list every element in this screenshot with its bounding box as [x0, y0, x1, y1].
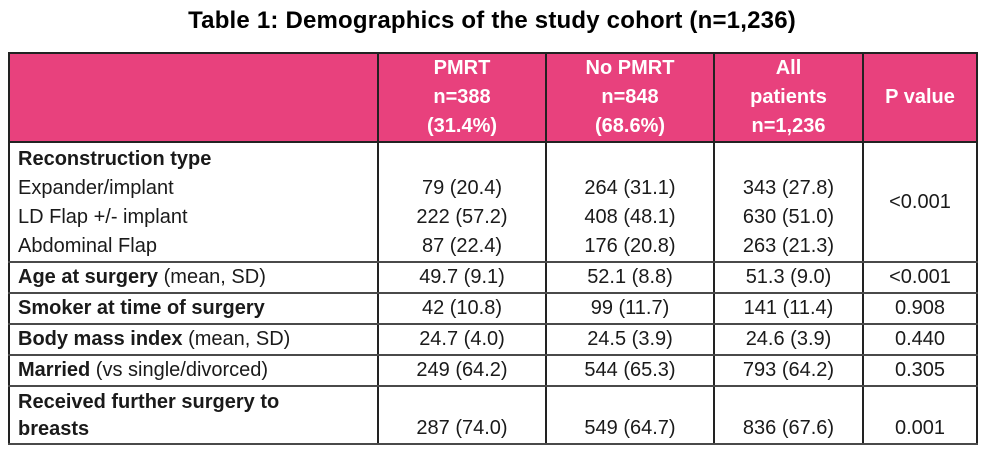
spacer: [380, 145, 544, 174]
cell-label: Received further surgery to breasts: [8, 385, 379, 445]
header-empty-cell: [8, 53, 379, 143]
cell-all-patients: 836 (67.6): [713, 385, 864, 445]
value: 343 (27.8): [742, 177, 835, 199]
sub-label: LD Flap +/- implant: [18, 206, 188, 228]
header-line: PMRT: [433, 57, 491, 79]
cell-no-pmrt: 99 (11.7): [545, 292, 715, 325]
header-col-all-patients: All patients n=1,236: [713, 53, 864, 143]
cell-p-value: 0.001: [862, 385, 978, 445]
cell-label: Smoker at time of surgery: [8, 292, 379, 325]
header-line: No PMRT: [585, 57, 675, 79]
cell-no-pmrt: 52.1 (8.8): [545, 261, 715, 294]
cell-all-patients: 24.6 (3.9): [713, 323, 864, 356]
cell-p-value: <0.001: [862, 261, 978, 294]
sub-label: Expander/implant: [18, 177, 174, 199]
header-row: PMRT n=388 (31.4%) No PMRT n=848 (68.6%)…: [8, 53, 978, 143]
row-received-further-surgery: Received further surgery to breasts 287 …: [8, 385, 978, 445]
cell-recon-p-value: <0.001: [862, 141, 978, 263]
cell-label: Age at surgery (mean, SD): [8, 261, 379, 294]
table-title: Table 1: Demographics of the study cohor…: [188, 7, 796, 34]
cell-recon-labels: Reconstruction type Expander/implant LD …: [8, 141, 379, 263]
row-reconstruction-type: Reconstruction type Expander/implant LD …: [8, 141, 978, 263]
value: 79 (20.4): [421, 177, 503, 199]
header-line: n=388: [433, 86, 491, 108]
header-line: (31.4%): [426, 115, 498, 137]
value: 263 (21.3): [742, 235, 835, 257]
value: 408 (48.1): [584, 206, 676, 228]
header-line: patients: [750, 86, 827, 108]
cell-pmrt: 24.7 (4.0): [377, 323, 547, 356]
sub-label: Abdominal Flap: [18, 235, 157, 257]
demographics-table: PMRT n=388 (31.4%) No PMRT n=848 (68.6%)…: [8, 52, 978, 445]
value: 87 (22.4): [421, 235, 503, 257]
cell-pmrt: 287 (74.0): [377, 385, 547, 445]
row-label: Age at surgery: [18, 266, 159, 288]
row-body-mass-index: Body mass index (mean, SD) 24.7 (4.0) 24…: [8, 323, 978, 356]
row-label-line: breasts: [18, 418, 90, 440]
cell-pmrt: 249 (64.2): [377, 354, 547, 387]
value: 630 (51.0): [742, 206, 835, 228]
row-married: Married (vs single/divorced) 249 (64.2) …: [8, 354, 978, 387]
row-label: Smoker at time of surgery: [18, 297, 265, 319]
header-line: (68.6%): [594, 115, 666, 137]
header-col-pmrt: PMRT n=388 (31.4%): [377, 53, 547, 143]
cell-recon-all-patients: 343 (27.8) 630 (51.0) 263 (21.3): [713, 141, 864, 263]
cell-p-value: 0.305: [862, 354, 978, 387]
header-col-p-value: P value: [862, 53, 978, 143]
cell-pmrt: 49.7 (9.1): [377, 261, 547, 294]
value: 176 (20.8): [584, 235, 676, 257]
row-heading: Reconstruction type: [18, 148, 212, 170]
cell-all-patients: 51.3 (9.0): [713, 261, 864, 294]
header-line: All: [775, 57, 802, 79]
row-label: Married: [18, 359, 91, 381]
row-label-line: Received further surgery to: [18, 391, 280, 413]
header-line: n=1,236: [751, 115, 826, 137]
row-label-suffix: (mean, SD): [182, 328, 291, 350]
header-line: n=848: [601, 86, 659, 108]
cell-label: Body mass index (mean, SD): [8, 323, 379, 356]
row-label: Body mass index: [18, 328, 183, 350]
row-age-at-surgery: Age at surgery (mean, SD) 49.7 (9.1) 52.…: [8, 261, 978, 294]
cell-no-pmrt: 24.5 (3.9): [545, 323, 715, 356]
value: 264 (31.1): [584, 177, 676, 199]
cell-pmrt: 42 (10.8): [377, 292, 547, 325]
cell-p-value: 0.440: [862, 323, 978, 356]
spacer: [548, 145, 712, 174]
cell-label: Married (vs single/divorced): [8, 354, 379, 387]
row-label-suffix: (mean, SD): [158, 266, 266, 288]
header-col-no-pmrt: No PMRT n=848 (68.6%): [545, 53, 715, 143]
row-label-suffix: (vs single/divorced): [90, 359, 269, 381]
cell-no-pmrt: 544 (65.3): [545, 354, 715, 387]
value: 222 (57.2): [416, 206, 508, 228]
cell-all-patients: 793 (64.2): [713, 354, 864, 387]
cell-all-patients: 141 (11.4): [713, 292, 864, 325]
cell-recon-no-pmrt: 264 (31.1) 408 (48.1) 176 (20.8): [545, 141, 715, 263]
cell-no-pmrt: 549 (64.7): [545, 385, 715, 445]
cell-recon-pmrt: 79 (20.4) 222 (57.2) 87 (22.4): [377, 141, 547, 263]
cell-p-value: 0.908: [862, 292, 978, 325]
spacer: [716, 145, 861, 174]
row-smoker: Smoker at time of surgery 42 (10.8) 99 (…: [8, 292, 978, 325]
